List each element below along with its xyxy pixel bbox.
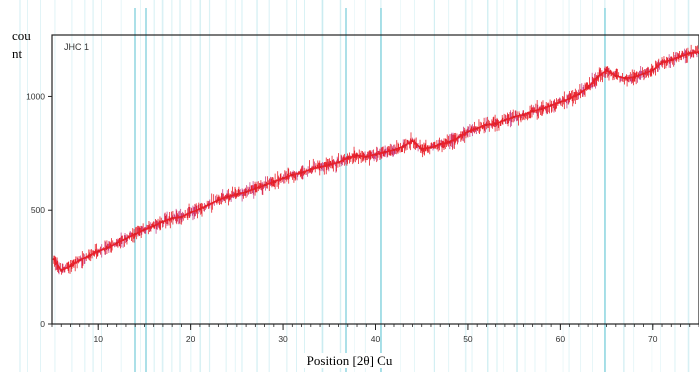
data-point: [133, 232, 137, 236]
data-point: [688, 52, 691, 55]
data-point: [60, 269, 63, 272]
data-point: [78, 259, 81, 262]
data-point: [106, 246, 109, 249]
data-point: [97, 249, 100, 253]
data-point: [420, 147, 423, 150]
x-axis-label-wrap: Position [2θ] Cu: [0, 353, 699, 369]
data-point: [170, 216, 174, 220]
data-point: [485, 123, 488, 127]
x-tick-label: 70: [648, 334, 658, 344]
data-point: [318, 165, 322, 169]
data-point: [503, 119, 507, 122]
x-axis: 10 20 30 40 50 60 70: [51, 324, 699, 344]
x-tick-label: 40: [371, 334, 381, 344]
data-point: [392, 148, 396, 152]
data-point: [365, 155, 368, 158]
x-tick-label: 60: [556, 334, 566, 344]
data-point: [559, 100, 562, 104]
data-point: [272, 180, 276, 183]
y-tick-label: 500: [31, 205, 45, 215]
data-point: [586, 86, 590, 89]
data-point: [623, 77, 627, 80]
data-point: [466, 130, 470, 133]
data-point: [152, 224, 155, 228]
data-point: [328, 163, 331, 166]
data-point: [309, 168, 312, 171]
data-point: [651, 69, 654, 72]
data-point: [244, 190, 248, 194]
data-point: [549, 104, 553, 107]
data-point: [448, 140, 451, 144]
x-tick-label: 50: [463, 334, 473, 344]
data-point: [87, 254, 91, 257]
data-point: [161, 220, 165, 223]
data-point: [217, 198, 220, 202]
y-axis: 0 500 1000: [26, 91, 52, 329]
data-point: [494, 122, 497, 125]
data-point: [235, 193, 239, 196]
data-point: [207, 203, 211, 206]
data-point: [69, 264, 72, 268]
data-point: [475, 127, 479, 130]
data-point: [383, 150, 386, 154]
data-point: [614, 74, 618, 78]
data-point: [180, 215, 183, 219]
data-point: [605, 69, 608, 72]
series-noise: [53, 44, 699, 275]
panel-label: JHC 1: [64, 42, 89, 52]
y-axis-label-line-1: cou: [12, 28, 31, 43]
data-point: [596, 75, 599, 79]
data-points: [52, 50, 699, 272]
data-point: [670, 58, 673, 62]
background-scan-lines: [19, 0, 690, 372]
data-point: [115, 242, 118, 245]
data-point: [226, 195, 229, 198]
data-point: [411, 139, 414, 143]
data-point: [263, 183, 266, 187]
y-tick-label: 0: [40, 319, 45, 329]
data-point: [337, 161, 340, 164]
data-point: [374, 153, 377, 156]
data-point: [439, 143, 442, 146]
data-point: [633, 75, 636, 79]
data-point: [429, 146, 433, 149]
data-point: [189, 211, 192, 214]
data-point: [198, 207, 202, 211]
data-point: [568, 97, 571, 100]
data-point: [52, 257, 56, 261]
data-point: [355, 154, 359, 157]
data-point: [254, 187, 257, 190]
data-point: [300, 171, 303, 174]
x-axis-label: Position [2θ] Cu: [302, 353, 397, 368]
data-point: [346, 156, 349, 160]
data-point: [577, 92, 581, 96]
data-point: [531, 110, 534, 113]
data-point: [642, 72, 645, 75]
data-point: [660, 61, 664, 64]
data-point: [679, 55, 682, 58]
data-point: [124, 237, 128, 240]
data-point: [540, 107, 544, 111]
y-tick-label: 1000: [26, 91, 45, 101]
data-point: [291, 173, 294, 177]
data-point: [281, 177, 285, 180]
data-point: [402, 145, 405, 148]
x-tick-label: 20: [186, 334, 196, 344]
data-point: [143, 228, 146, 231]
data-point: [522, 113, 525, 116]
x-tick-label: 30: [278, 334, 288, 344]
data-point: [457, 136, 460, 139]
data-point: [512, 115, 516, 119]
x-tick-label: 10: [93, 334, 103, 344]
y-axis-label-line-2: nt: [12, 46, 23, 61]
